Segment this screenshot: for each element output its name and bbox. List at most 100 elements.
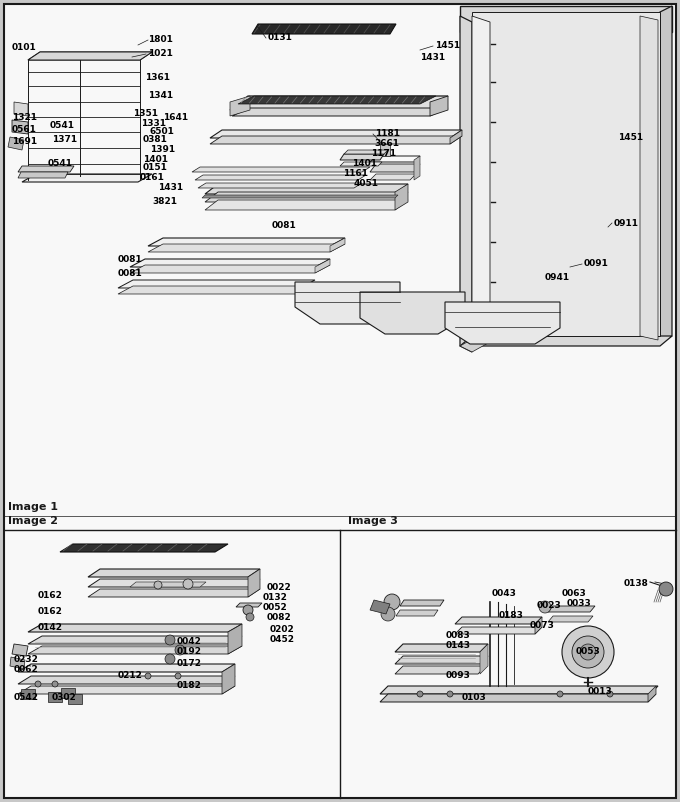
Text: 0138: 0138	[624, 580, 649, 589]
Circle shape	[175, 673, 181, 679]
Polygon shape	[130, 582, 206, 587]
Polygon shape	[344, 150, 388, 154]
Text: 3821: 3821	[152, 196, 177, 205]
Polygon shape	[205, 184, 408, 194]
Polygon shape	[380, 694, 656, 702]
Polygon shape	[472, 16, 490, 342]
Polygon shape	[315, 259, 330, 273]
Circle shape	[154, 581, 162, 589]
Polygon shape	[28, 624, 242, 632]
Text: 0132: 0132	[263, 593, 288, 602]
Text: 0151: 0151	[143, 164, 168, 172]
Text: 0162: 0162	[38, 607, 63, 617]
Text: 1691: 1691	[12, 136, 37, 145]
Text: 1401: 1401	[143, 155, 168, 164]
Text: 1401: 1401	[352, 159, 377, 168]
Text: 0081: 0081	[118, 269, 143, 278]
Polygon shape	[130, 265, 330, 273]
Polygon shape	[18, 166, 74, 172]
Polygon shape	[370, 156, 420, 162]
Polygon shape	[130, 259, 330, 267]
Polygon shape	[450, 130, 462, 144]
Polygon shape	[648, 686, 656, 702]
Circle shape	[562, 626, 614, 678]
Circle shape	[607, 691, 613, 697]
Text: 0183: 0183	[499, 610, 524, 619]
Polygon shape	[445, 302, 560, 344]
Polygon shape	[548, 616, 593, 622]
Text: 0081: 0081	[272, 221, 296, 230]
Polygon shape	[222, 664, 235, 694]
Text: 0202: 0202	[270, 625, 294, 634]
Polygon shape	[14, 102, 28, 116]
Polygon shape	[12, 120, 28, 134]
Polygon shape	[370, 600, 390, 614]
Text: 0042: 0042	[177, 638, 202, 646]
Polygon shape	[370, 174, 416, 180]
Polygon shape	[230, 96, 448, 110]
Text: 4051: 4051	[354, 180, 379, 188]
Polygon shape	[148, 244, 345, 252]
Text: 6501: 6501	[150, 127, 175, 136]
Polygon shape	[28, 52, 152, 60]
Polygon shape	[380, 686, 658, 694]
Text: 0212: 0212	[118, 671, 143, 681]
Text: 0103: 0103	[462, 692, 487, 702]
Polygon shape	[18, 686, 235, 694]
Text: 1161: 1161	[343, 168, 368, 177]
Polygon shape	[414, 156, 420, 180]
Text: 0542: 0542	[14, 694, 39, 703]
Text: 0162: 0162	[38, 590, 63, 600]
Polygon shape	[396, 610, 438, 616]
Circle shape	[572, 636, 604, 668]
Polygon shape	[48, 692, 62, 702]
Polygon shape	[210, 130, 462, 138]
Text: 3661: 3661	[374, 139, 399, 148]
Polygon shape	[230, 96, 250, 116]
Polygon shape	[360, 292, 465, 334]
Text: 1361: 1361	[145, 74, 170, 83]
Text: 1801: 1801	[148, 35, 173, 44]
Text: 0182: 0182	[177, 682, 202, 691]
Text: 0541: 0541	[50, 120, 75, 129]
Text: 0093: 0093	[446, 671, 471, 681]
Circle shape	[165, 635, 175, 645]
Circle shape	[35, 681, 41, 687]
Polygon shape	[400, 600, 444, 606]
Text: 0142: 0142	[38, 622, 63, 631]
Polygon shape	[28, 636, 242, 644]
Polygon shape	[118, 280, 315, 288]
Text: 0161: 0161	[140, 172, 165, 181]
Polygon shape	[210, 136, 462, 144]
Polygon shape	[548, 606, 595, 612]
Polygon shape	[248, 569, 260, 597]
Polygon shape	[10, 657, 25, 669]
Text: 1331: 1331	[141, 119, 166, 128]
Polygon shape	[395, 666, 486, 674]
Circle shape	[381, 607, 395, 621]
Text: 1431: 1431	[158, 184, 183, 192]
Circle shape	[246, 613, 254, 621]
Text: 1021: 1021	[148, 50, 173, 59]
Text: 0232: 0232	[14, 654, 39, 663]
Text: 0452: 0452	[270, 634, 295, 643]
Text: 1641: 1641	[163, 114, 188, 123]
Polygon shape	[340, 162, 382, 166]
Text: 0082: 0082	[267, 613, 292, 622]
Text: Image 3: Image 3	[348, 516, 398, 526]
Polygon shape	[192, 167, 370, 172]
Text: 0172: 0172	[177, 659, 202, 669]
Circle shape	[243, 605, 253, 615]
Text: Image 1: Image 1	[8, 502, 58, 512]
Polygon shape	[18, 664, 235, 672]
Text: 0192: 0192	[177, 647, 202, 657]
Polygon shape	[205, 192, 408, 202]
Text: 0541: 0541	[48, 160, 73, 168]
Polygon shape	[21, 689, 35, 699]
Text: 0101: 0101	[12, 43, 37, 51]
Polygon shape	[370, 164, 420, 172]
Polygon shape	[88, 569, 260, 577]
Polygon shape	[660, 6, 672, 342]
Text: 0022: 0022	[267, 582, 292, 592]
Polygon shape	[18, 676, 235, 684]
